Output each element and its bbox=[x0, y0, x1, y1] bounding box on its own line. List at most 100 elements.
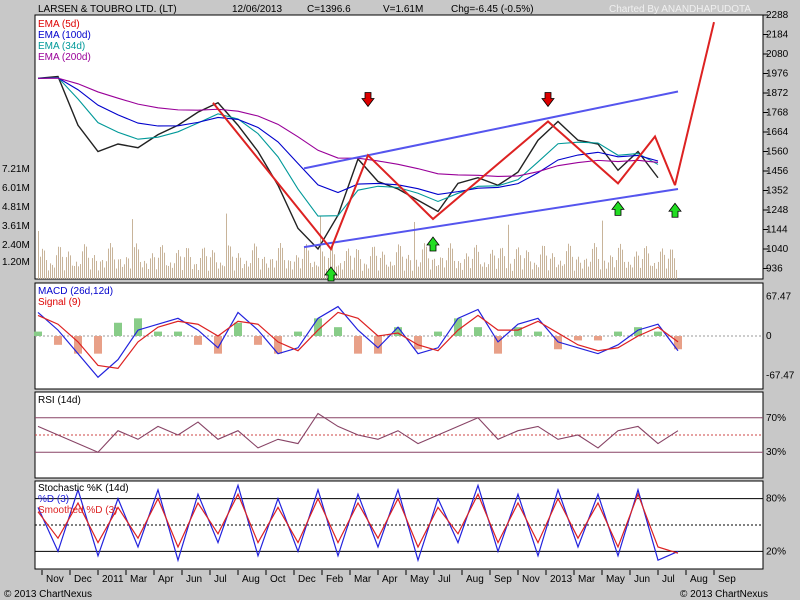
volume-bar bbox=[104, 267, 105, 279]
volume-axis-label: 6.01M bbox=[2, 183, 30, 194]
volume-bar bbox=[616, 260, 617, 279]
volume-bar bbox=[292, 269, 293, 279]
volume-bar bbox=[116, 268, 117, 279]
macd-histogram-bar bbox=[574, 336, 582, 341]
x-axis-tick-label: Dec bbox=[74, 574, 92, 585]
volume-bar bbox=[50, 263, 51, 279]
x-axis-tick-label: Sep bbox=[494, 574, 512, 585]
volume-bar bbox=[394, 265, 395, 279]
volume-bar bbox=[150, 258, 151, 279]
volume-bar bbox=[206, 256, 207, 279]
volume-bar bbox=[344, 260, 345, 279]
volume-bar bbox=[64, 270, 65, 279]
macd-histogram-bar bbox=[254, 336, 262, 345]
macd-y-tick-label: 0 bbox=[766, 331, 772, 342]
volume-bar bbox=[84, 244, 85, 279]
volume-bar bbox=[184, 257, 185, 279]
volume-bar bbox=[452, 248, 453, 279]
volume-bar bbox=[310, 262, 311, 279]
volume-bar bbox=[162, 245, 163, 279]
volume-bar bbox=[340, 263, 341, 279]
macd-histogram-bar bbox=[634, 327, 642, 336]
x-axis-tick-label: Aug bbox=[466, 574, 484, 585]
volume-bar bbox=[602, 220, 603, 279]
x-axis-tick-label: Feb bbox=[326, 574, 344, 585]
volume-bar bbox=[136, 243, 137, 279]
volume-bar bbox=[66, 257, 67, 279]
volume-bar bbox=[582, 268, 583, 279]
volume-bar bbox=[294, 261, 295, 279]
volume-bar bbox=[210, 257, 211, 279]
volume-bar bbox=[200, 257, 201, 279]
stochastic-y-tick-label: 80% bbox=[766, 494, 786, 505]
macd-histogram-bar bbox=[294, 331, 302, 336]
header-close: C=1396.6 bbox=[307, 4, 351, 15]
volume-bar bbox=[630, 264, 631, 279]
macd-histogram-bar bbox=[314, 318, 322, 336]
volume-bar bbox=[438, 265, 439, 279]
macd-legend-entry: MACD (26d,12d) bbox=[38, 286, 113, 297]
volume-bar bbox=[450, 243, 451, 279]
volume-bar bbox=[88, 257, 89, 279]
volume-bar bbox=[600, 269, 601, 279]
volume-bar bbox=[304, 247, 305, 279]
volume-bar bbox=[632, 267, 633, 279]
macd-histogram-bar bbox=[374, 336, 382, 354]
volume-bar bbox=[640, 267, 641, 279]
volume-bar bbox=[164, 252, 165, 279]
volume-bar bbox=[564, 264, 565, 279]
volume-bar bbox=[276, 260, 277, 279]
price-y-tick-label: 1560 bbox=[766, 147, 789, 158]
macd-histogram-bar bbox=[654, 331, 662, 336]
volume-bar bbox=[642, 259, 643, 279]
macd-histogram-bar bbox=[414, 336, 422, 350]
volume-bar bbox=[368, 268, 369, 279]
volume-bar bbox=[350, 255, 351, 279]
volume-bar bbox=[624, 261, 625, 279]
volume-bar bbox=[508, 224, 509, 279]
volume-bar bbox=[658, 261, 659, 279]
volume-bar bbox=[410, 260, 411, 279]
volume-bar bbox=[320, 216, 321, 279]
volume-bar bbox=[514, 258, 515, 279]
macd-histogram-bar bbox=[74, 336, 82, 354]
upper-channel-line bbox=[303, 90, 679, 170]
volume-bar bbox=[586, 258, 587, 279]
volume-bar bbox=[454, 260, 455, 279]
volume-bar bbox=[156, 269, 157, 279]
x-axis-tick-label: May bbox=[410, 574, 429, 585]
volume-bar bbox=[592, 248, 593, 279]
volume-bar bbox=[212, 250, 213, 279]
volume-bar bbox=[426, 246, 427, 279]
volume-bar bbox=[268, 267, 269, 279]
volume-bar bbox=[458, 261, 459, 279]
volume-bar bbox=[208, 270, 209, 279]
volume-bar bbox=[418, 266, 419, 279]
volume-bar bbox=[364, 263, 365, 279]
volume-bar bbox=[144, 260, 145, 279]
volume-bar bbox=[190, 257, 191, 279]
volume-bar bbox=[172, 267, 173, 279]
volume-bar bbox=[138, 249, 139, 279]
volume-bar bbox=[556, 267, 557, 279]
volume-bar bbox=[226, 213, 227, 279]
volume-bar bbox=[248, 266, 249, 279]
volume-bar bbox=[614, 267, 615, 279]
volume-bar bbox=[382, 251, 383, 279]
volume-bar bbox=[74, 265, 75, 279]
volume-bar bbox=[346, 251, 347, 279]
volume-bar bbox=[302, 258, 303, 279]
volume-bar bbox=[444, 267, 445, 279]
volume-bar bbox=[100, 261, 101, 279]
volume-bar bbox=[284, 260, 285, 279]
volume-bar bbox=[108, 248, 109, 279]
volume-bar bbox=[672, 249, 673, 279]
volume-bar bbox=[288, 260, 289, 279]
volume-bar bbox=[636, 251, 637, 279]
volume-bar bbox=[122, 266, 123, 279]
macd-histogram-bar bbox=[274, 336, 282, 354]
volume-bar bbox=[44, 250, 45, 279]
volume-bar bbox=[242, 268, 243, 279]
volume-bar bbox=[490, 253, 491, 279]
